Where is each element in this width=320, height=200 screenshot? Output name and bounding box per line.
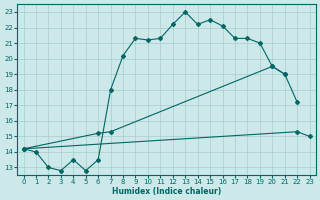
X-axis label: Humidex (Indice chaleur): Humidex (Indice chaleur) [112,187,221,196]
